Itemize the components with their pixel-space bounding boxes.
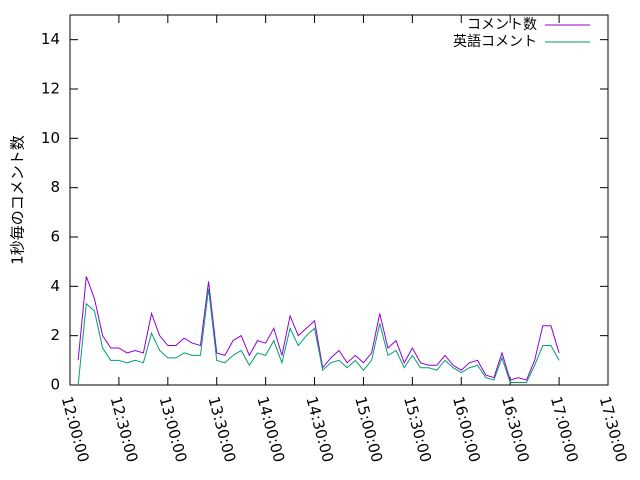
legend-label: 英語コメント <box>453 33 537 50</box>
x-tick-label: 15:30:00 <box>400 395 435 465</box>
y-tick-label: 0 <box>50 376 60 394</box>
x-tick-label: 16:00:00 <box>449 395 484 465</box>
series-line <box>77 276 560 381</box>
y-tick-label: 2 <box>50 326 60 344</box>
y-tick-label: 4 <box>50 277 60 295</box>
x-tick-label: 14:00:00 <box>253 395 288 465</box>
x-tick-label: 13:00:00 <box>156 395 191 465</box>
x-tick-label: 15:00:00 <box>351 395 386 465</box>
x-tick-label: 13:30:00 <box>205 395 240 465</box>
x-tick-label: 17:00:00 <box>547 395 582 465</box>
x-tick-label: 12:00:00 <box>58 395 93 465</box>
legend-label: コメント数 <box>467 17 537 33</box>
x-tick-label: 14:30:00 <box>302 395 337 465</box>
plot-frame <box>69 14 609 386</box>
y-tick-label: 6 <box>50 228 60 246</box>
x-tick-label: 17:30:00 <box>596 395 631 465</box>
series-line <box>77 288 560 386</box>
y-tick-label: 12 <box>41 80 60 98</box>
y-axis-label: 1秒毎のコメント数 <box>9 135 27 265</box>
x-tick-label: 12:30:00 <box>107 395 142 465</box>
y-tick-label: 14 <box>41 30 60 48</box>
y-tick-label: 10 <box>41 129 60 147</box>
x-tick-label: 16:30:00 <box>498 395 533 465</box>
y-tick-label: 8 <box>50 178 60 196</box>
